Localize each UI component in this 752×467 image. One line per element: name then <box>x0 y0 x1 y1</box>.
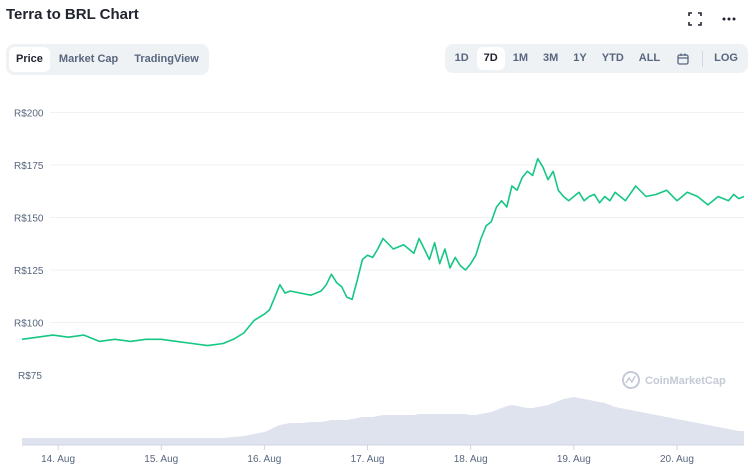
range-all[interactable]: ALL <box>638 52 661 64</box>
range-divider <box>702 50 704 67</box>
tab-tradingview[interactable]: TradingView <box>134 53 199 65</box>
x-tick-label: 19. Aug <box>557 454 591 465</box>
tab-market-cap[interactable]: Market Cap <box>58 53 119 65</box>
y-tick-label: R$75 <box>18 371 42 382</box>
tab-price[interactable]: Price <box>9 47 50 72</box>
x-tick-label: 14. Aug <box>41 454 75 465</box>
price-series <box>21 157 745 347</box>
chart-type-tabs: Price Market Cap TradingView <box>6 44 209 75</box>
x-tick-label: 15. Aug <box>144 454 178 465</box>
y-tick-label: R$125 <box>14 266 44 277</box>
x-tick-label: 17. Aug <box>351 454 385 465</box>
range-7d[interactable]: 7D <box>476 47 505 70</box>
coinmarketcap-logo-icon <box>622 371 640 389</box>
range-ytd[interactable]: YTD <box>601 52 624 64</box>
watermark-text: CoinMarketCap <box>645 375 726 387</box>
x-tick-label: 16. Aug <box>247 454 281 465</box>
x-tick-label: 18. Aug <box>454 454 488 465</box>
y-axis: R$200 R$175 R$150 R$125 R$100 R$75 <box>14 109 44 383</box>
watermark: CoinMarketCap <box>622 371 726 389</box>
x-axis: 14. Aug 15. Aug 16. Aug 17. Aug 18. Aug 19. A… <box>22 444 744 465</box>
y-tick-label: R$150 <box>14 214 44 225</box>
price-chart[interactable]: R$200 R$175 R$150 R$125 R$100 R$75 14. Aug 15.… <box>0 100 752 467</box>
range-1y[interactable]: 1Y <box>573 52 587 64</box>
volume-area <box>22 397 744 445</box>
price-line <box>21 157 745 347</box>
log-scale-toggle[interactable]: LOG <box>714 52 738 64</box>
y-tick-label: R$200 <box>14 109 44 120</box>
more-dots-icon[interactable] <box>720 10 738 28</box>
page-title: Terra to BRL Chart <box>6 6 139 23</box>
range-1d[interactable]: 1D <box>454 52 469 64</box>
y-tick-label: R$175 <box>14 161 44 172</box>
range-1m[interactable]: 1M <box>512 52 529 64</box>
time-range-tabs: 1D 7D 1M 3M 1Y YTD ALL LOG <box>444 44 748 73</box>
volume-series <box>22 397 744 445</box>
x-tick-label: 20. Aug <box>660 454 694 465</box>
y-tick-label: R$100 <box>14 319 44 330</box>
chart-grid <box>50 112 744 323</box>
fullscreen-icon[interactable] <box>686 10 704 28</box>
calendar-icon[interactable] <box>668 47 698 70</box>
range-3m[interactable]: 3M <box>543 52 559 64</box>
